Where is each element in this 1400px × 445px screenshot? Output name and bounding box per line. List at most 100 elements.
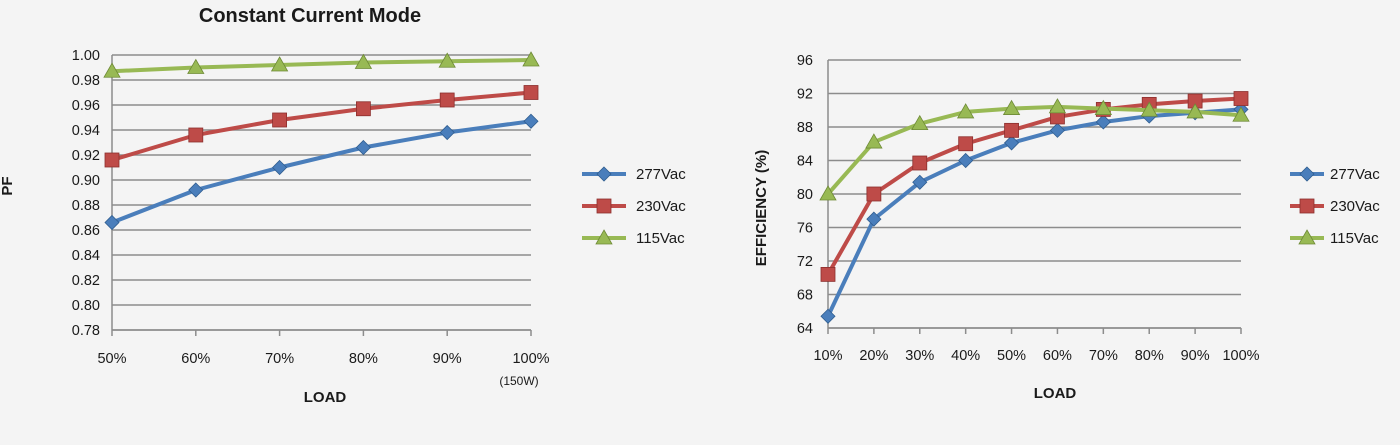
x-tick-label: 80% [349,351,378,367]
y-tick-label: 64 [797,321,813,337]
y-tick-label: 80 [797,187,813,203]
x-tick-label: 100% [1222,348,1259,364]
legend-label: 115Vac [1330,230,1379,247]
x-tick-label: 50% [997,348,1026,364]
legend-item: 230Vac [582,198,686,215]
data-point [1002,99,1021,115]
legend-marker [1299,198,1315,214]
y-tick-label: 92 [797,87,813,103]
series-line [111,119,532,225]
y-tick-label: 1.00 [72,48,100,64]
data-point [1049,122,1066,138]
x-tick-label: 60% [1043,348,1072,364]
data-point [272,112,288,128]
y-tick-label: 0.82 [72,273,100,289]
legend-label: 230Vac [1330,198,1380,215]
grid-lines [112,54,531,331]
legend-label: 115Vac [636,230,685,247]
y-tick-label: 88 [797,120,813,136]
series-277Vac [820,101,1249,324]
data-point [820,266,836,282]
series-line [826,107,1242,318]
y-tick-label: 0.78 [72,323,100,339]
y-tick-label: 0.84 [72,248,100,264]
series-line [111,58,532,74]
y-tick-label: 76 [797,221,813,237]
series-line [111,90,532,162]
data-point [438,52,456,68]
legend-item: 277Vac [582,166,686,183]
y-tick-label: 68 [797,288,813,304]
data-point [104,214,120,231]
y-axis-label: PF [0,176,16,195]
y-tick-label: 0.80 [72,298,100,314]
series-230Vac [104,85,539,168]
series-line [826,104,1242,196]
y-tick-label: 72 [797,254,813,270]
x-tick-label: 20% [859,348,888,364]
data-point [1003,135,1020,151]
series-115Vac [103,51,540,78]
data-point [354,53,373,69]
x-tick-label: 30% [905,348,934,364]
legend-item: 277Vac [1290,166,1380,183]
data-point [104,152,120,168]
data-point [1004,122,1019,138]
data-point [1186,103,1204,119]
legend-item: 230Vac [1290,198,1380,215]
legend-marker [595,229,613,245]
data-point [865,133,883,149]
data-point [1232,106,1250,122]
data-point [103,62,121,78]
y-tick-label: 0.92 [72,148,100,164]
x-tick-label: 90% [433,351,462,367]
y-tick-label: 0.88 [72,198,100,214]
data-point [188,182,204,198]
y-tick-label: 0.98 [72,73,100,89]
data-point [956,103,975,119]
series-230Vac [820,91,1249,282]
data-point [819,185,837,201]
chart-title: Constant Current Mode [199,5,421,27]
data-point [1048,98,1067,114]
y-tick-label: 0.86 [72,223,100,239]
y-tick-label: 0.94 [72,123,100,139]
series-277Vac [104,113,539,231]
x-tick-label: 60% [181,351,210,367]
x-tick-label: 70% [1089,348,1118,364]
data-point [523,85,539,100]
data-point [1233,91,1249,106]
x-note: (150W) [499,374,538,388]
series-115Vac [819,98,1250,201]
data-point [1140,101,1158,117]
legend-label: 277Vac [1330,166,1380,183]
grid-lines [828,59,1241,329]
data-point [355,101,371,117]
data-point [187,58,205,74]
data-point [188,127,204,143]
legend-marker [596,198,612,214]
data-point [911,114,929,131]
x-axis-label: LOAD [1034,385,1077,402]
data-point [270,56,289,72]
x-tick-label: 90% [1181,348,1210,364]
legend-marker [1298,229,1316,245]
data-point [523,113,539,129]
data-point [912,155,928,171]
x-tick-label: 10% [813,348,842,364]
x-tick-label: 80% [1135,348,1164,364]
chart-1: 0.78 0.80 0.82 0.84 0.86 0.88 0.90 0.92 0.94 0.96… [0,5,686,406]
data-point [958,136,974,152]
chart-2: 64 68 72 76 80 84 88 92 96 10% 20% 30% 40% 50% 60% 70% 8… [753,53,1380,402]
data-point [355,139,371,156]
data-point [1094,99,1113,115]
data-point [866,186,882,202]
legend-item: 115Vac [1290,229,1379,247]
data-point [866,211,882,227]
legend-marker [1299,166,1315,182]
legend-marker [596,166,612,182]
legend-label: 230Vac [636,198,686,215]
x-axis-label: LOAD [304,389,347,406]
y-tick-label: 84 [797,154,813,170]
